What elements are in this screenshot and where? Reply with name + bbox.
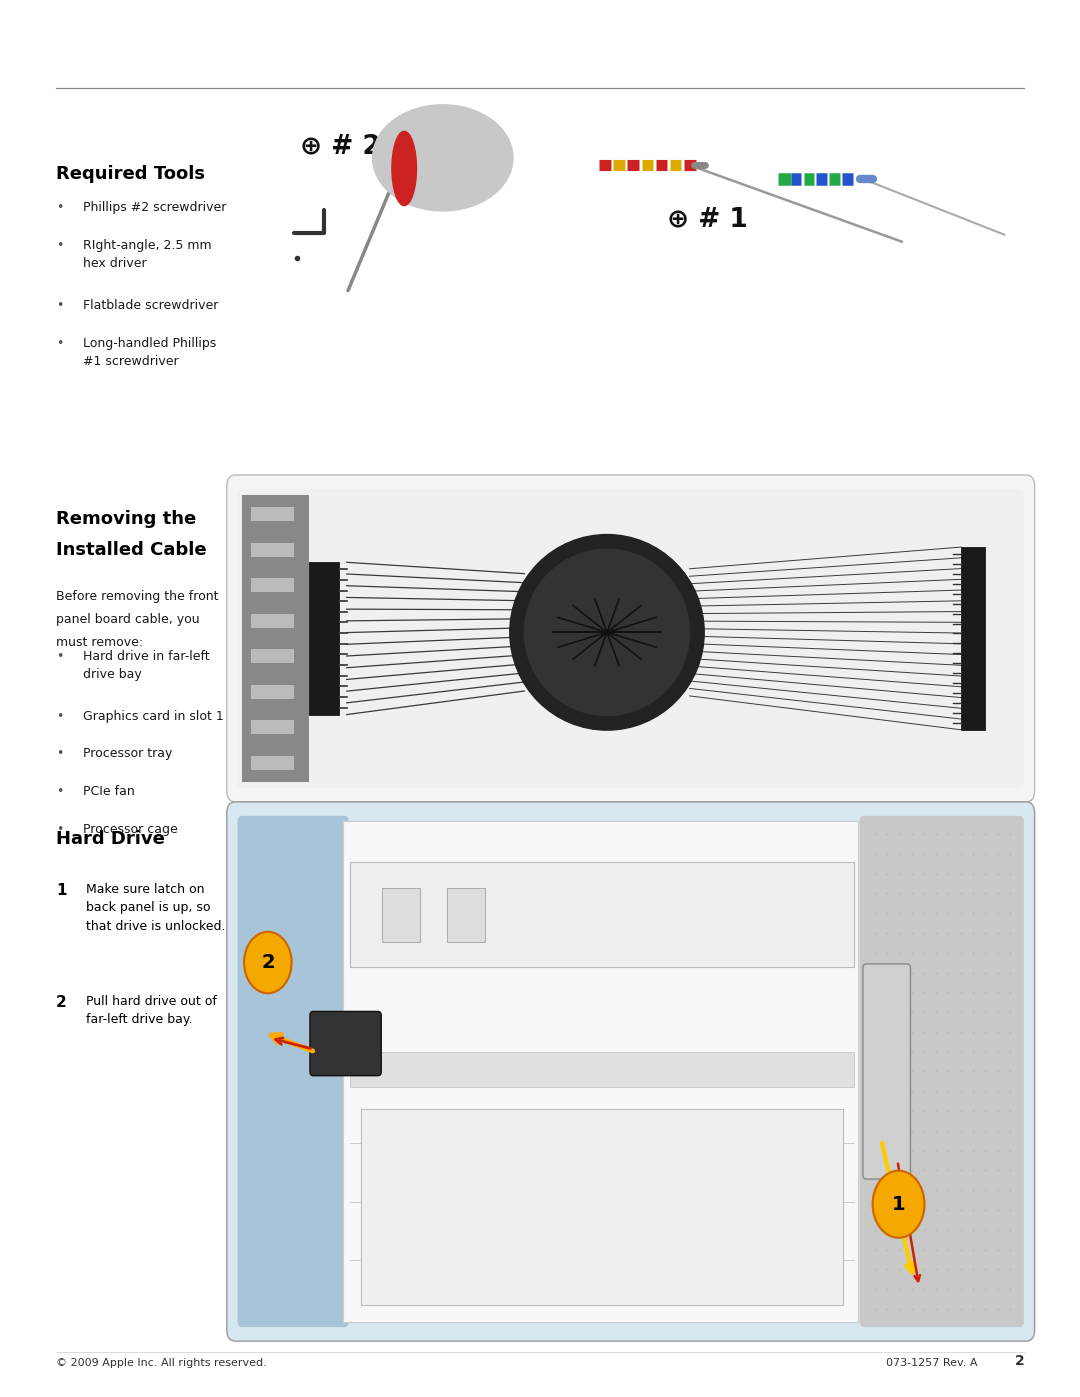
Text: ⊕ # 2: ⊕ # 2 — [300, 134, 381, 159]
Bar — [382, 888, 420, 942]
Bar — [251, 721, 294, 735]
Text: •: • — [56, 299, 64, 312]
Text: Hard drive in far-left
drive bay: Hard drive in far-left drive bay — [83, 650, 210, 682]
Text: Processor tray: Processor tray — [83, 747, 173, 760]
Text: Hard Drive: Hard Drive — [56, 830, 165, 848]
FancyBboxPatch shape — [961, 548, 985, 729]
FancyBboxPatch shape — [310, 1011, 381, 1076]
Ellipse shape — [373, 105, 513, 211]
Bar — [251, 756, 294, 770]
Ellipse shape — [510, 535, 704, 731]
Text: •: • — [56, 747, 64, 760]
FancyBboxPatch shape — [361, 1109, 843, 1305]
FancyBboxPatch shape — [863, 964, 910, 1179]
Text: •: • — [56, 650, 64, 662]
Text: 2: 2 — [261, 953, 274, 972]
Bar — [251, 542, 294, 556]
Circle shape — [244, 932, 292, 993]
Bar — [251, 685, 294, 698]
Bar — [251, 578, 294, 592]
Text: RIght-angle, 2.5 mm
hex driver: RIght-angle, 2.5 mm hex driver — [83, 239, 212, 271]
Text: © 2009 Apple Inc. All rights reserved.: © 2009 Apple Inc. All rights reserved. — [56, 1358, 267, 1368]
Text: 2: 2 — [1015, 1354, 1025, 1368]
FancyBboxPatch shape — [227, 802, 1035, 1341]
Bar — [251, 507, 294, 521]
Ellipse shape — [392, 131, 417, 205]
Text: ⊕ # 1: ⊕ # 1 — [667, 207, 748, 232]
Text: 2: 2 — [56, 995, 67, 1010]
FancyBboxPatch shape — [343, 821, 858, 1322]
Text: Removing the: Removing the — [56, 510, 197, 528]
Text: Before removing the front
panel board cable, you
must remove:: Before removing the front panel board ca… — [56, 590, 218, 648]
Text: Installed Cable: Installed Cable — [56, 541, 206, 559]
Bar — [350, 1052, 854, 1087]
Text: 1: 1 — [56, 883, 67, 898]
Bar — [242, 495, 309, 782]
Text: •: • — [56, 337, 64, 349]
Text: •: • — [56, 201, 64, 214]
FancyBboxPatch shape — [238, 816, 349, 1327]
Text: PCIe fan: PCIe fan — [83, 785, 135, 798]
Bar — [350, 862, 854, 967]
FancyBboxPatch shape — [227, 475, 1035, 802]
Bar — [251, 613, 294, 627]
Text: Flatblade screwdriver: Flatblade screwdriver — [83, 299, 218, 312]
Bar — [447, 888, 485, 942]
Text: Pull hard drive out of
far-left drive bay.: Pull hard drive out of far-left drive ba… — [86, 995, 217, 1027]
Text: 073-1257 Rev. A: 073-1257 Rev. A — [886, 1358, 977, 1368]
Text: Required Tools: Required Tools — [56, 165, 205, 183]
Text: Long-handled Phillips
#1 screwdriver: Long-handled Phillips #1 screwdriver — [83, 337, 216, 369]
Text: Phillips #2 screwdriver: Phillips #2 screwdriver — [83, 201, 227, 214]
FancyBboxPatch shape — [309, 562, 339, 715]
Ellipse shape — [525, 549, 690, 715]
Text: Make sure latch on
back panel is up, so
that drive is unlocked.: Make sure latch on back panel is up, so … — [86, 883, 226, 933]
Text: •: • — [56, 823, 64, 835]
Text: 1: 1 — [892, 1194, 905, 1214]
Text: •: • — [56, 785, 64, 798]
Bar — [251, 650, 294, 664]
Circle shape — [873, 1171, 924, 1238]
Text: Processor cage: Processor cage — [83, 823, 178, 835]
Text: •: • — [56, 710, 64, 722]
FancyBboxPatch shape — [860, 816, 1024, 1327]
FancyBboxPatch shape — [238, 489, 1024, 788]
Text: Graphics card in slot 1: Graphics card in slot 1 — [83, 710, 224, 722]
Text: •: • — [56, 239, 64, 251]
